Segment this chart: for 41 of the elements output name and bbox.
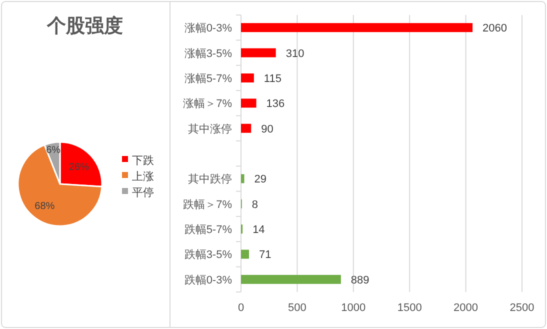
x-tick-label: 2500 (510, 302, 534, 314)
data-label: 14 (252, 224, 265, 236)
y-tick-label: 跌幅3-5% (184, 249, 232, 262)
data-label: 310 (286, 48, 304, 60)
data-label: 29 (254, 174, 267, 186)
legend-label: 下跌 (132, 155, 154, 167)
data-label: 136 (266, 98, 285, 110)
data-label: 8 (252, 198, 258, 211)
y-tick-label: 涨幅＞7% (183, 98, 232, 110)
data-label: 889 (350, 274, 370, 286)
x-tick-label: 500 (288, 302, 306, 314)
bar (241, 48, 276, 58)
y-tick-label: 跌幅0-3% (184, 274, 232, 286)
data-label: 71 (258, 249, 272, 262)
y-tick-label: 跌幅＞7% (183, 198, 232, 211)
data-label: 26% (68, 162, 90, 174)
y-tick-label: 涨幅3-5% (184, 48, 232, 60)
data-label: 115 (264, 72, 282, 85)
data-label: 68% (34, 201, 55, 212)
bar (241, 23, 473, 32)
x-tick-label: 1000 (341, 302, 366, 314)
bar (241, 98, 256, 108)
y-tick-label: 其中跌停 (188, 172, 232, 186)
y-tick-label: 其中涨停 (188, 122, 232, 136)
bar (241, 250, 249, 259)
y-tick-label: 跌幅5-7% (184, 224, 232, 236)
bar (241, 73, 254, 82)
x-tick-label: 0 (238, 302, 244, 314)
pie-slice (17, 144, 103, 227)
data-label: 90 (261, 123, 274, 136)
bar (241, 124, 252, 133)
chart-title: 个股强度 (46, 15, 123, 37)
data-label: 2060 (482, 22, 508, 35)
legend-label: 平停 (132, 187, 154, 199)
bar (241, 274, 341, 284)
x-tick-label: 2000 (454, 302, 478, 314)
legend-label: 上涨 (132, 170, 154, 183)
y-tick-label: 涨幅5-7% (184, 72, 232, 85)
bar (241, 174, 244, 184)
x-tick-label: 1500 (397, 302, 422, 314)
y-tick-label: 涨幅0-3% (184, 22, 232, 35)
